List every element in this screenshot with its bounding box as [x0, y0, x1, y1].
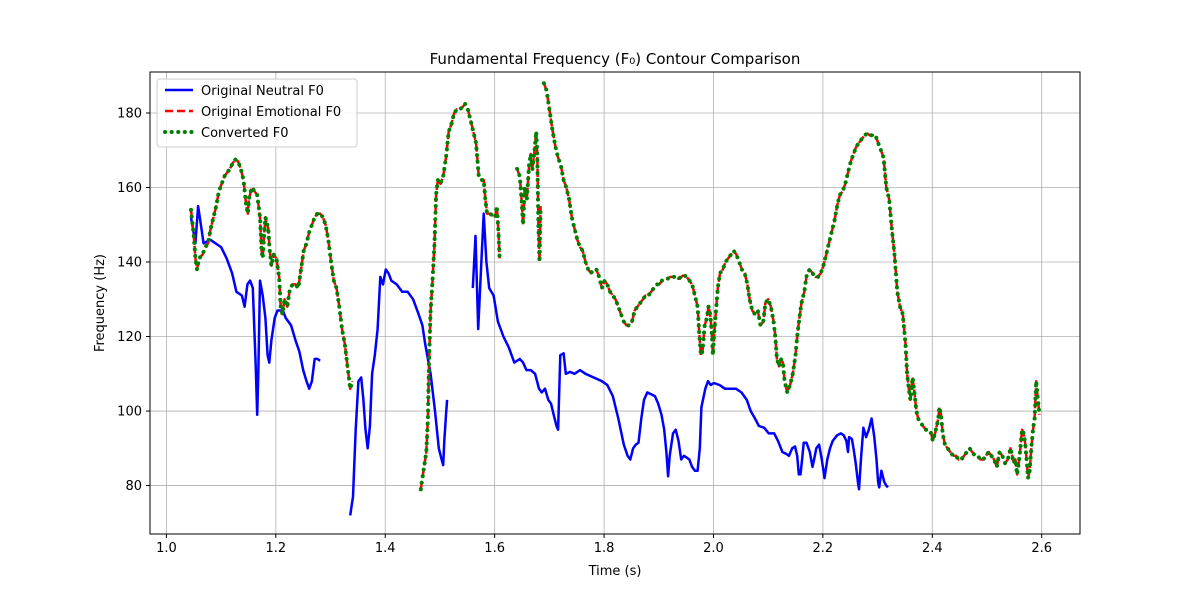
grid-lines [150, 72, 1080, 534]
y-tick-label: 160 [117, 181, 142, 196]
x-tick-label: 1.0 [156, 541, 177, 556]
series-line-converted-f0 [418, 101, 502, 492]
x-tick-label: 1.6 [484, 541, 505, 556]
x-axis-label: Time (s) [588, 564, 642, 579]
series-layer [189, 81, 1042, 516]
x-tick-label: 1.8 [594, 541, 615, 556]
legend-box [156, 78, 358, 148]
series-line-converted-f0 [541, 81, 1042, 481]
legend-label-neutral: Original Neutral F0 [201, 84, 324, 99]
x-tick-label: 2.6 [1031, 541, 1052, 556]
series-line-original-neutral-f0 [189, 204, 321, 417]
y-axis-label: Frequency (Hz) [93, 254, 108, 352]
x-tick-label: 2.0 [703, 541, 724, 556]
legend: Original Neutral F0 Original Emotional F… [156, 78, 358, 148]
y-tick-label: 120 [117, 330, 142, 345]
x-axis: 1.0 1.2 1.4 1.6 1.8 2.0 2.2 2.4 2.6 [156, 534, 1052, 556]
legend-label-emotional: Original Emotional F0 [201, 105, 341, 120]
chart-title: Fundamental Frequency (F₀) Contour Compa… [430, 50, 801, 68]
y-tick-label: 180 [117, 106, 142, 121]
series-line-converted-f0 [189, 157, 355, 391]
y-axis: 80 100 120 140 160 180 [117, 106, 150, 494]
x-tick-label: 1.2 [265, 541, 286, 556]
series-line-original-neutral-f0 [348, 268, 449, 516]
y-tick-label: 140 [117, 256, 142, 271]
x-tick-label: 2.2 [813, 541, 834, 556]
series-line-converted-f0 [515, 129, 543, 264]
y-tick-label: 100 [117, 405, 142, 420]
x-tick-label: 1.4 [375, 541, 396, 556]
series-line-original-neutral-f0 [471, 212, 889, 491]
x-tick-label: 2.4 [922, 541, 943, 556]
y-tick-label: 80 [125, 479, 142, 494]
plot-frame [149, 71, 1081, 535]
legend-label-converted: Converted F0 [201, 126, 289, 141]
